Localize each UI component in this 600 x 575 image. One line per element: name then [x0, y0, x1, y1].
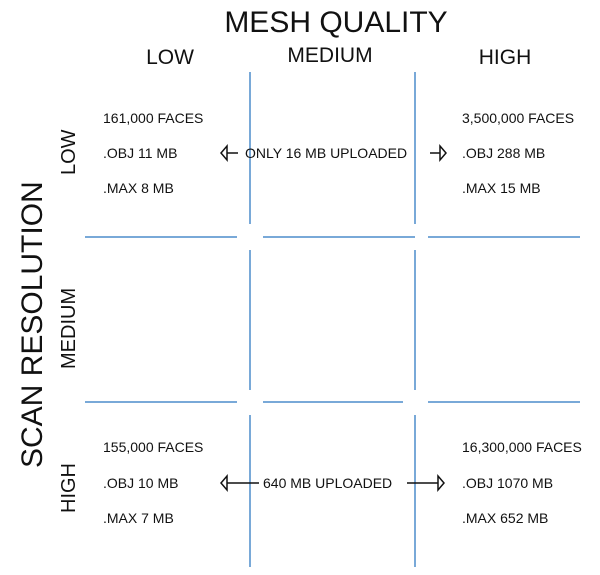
- grid-vline-2-top: [414, 72, 416, 224]
- grid-vline-2-mid: [414, 250, 416, 390]
- cell-low-high-faces: 3,500,000 FACES: [462, 110, 575, 126]
- cell-low-low-faces: 161,000 FACES: [103, 110, 204, 126]
- cell-high-high-faces: 16,300,000 FACES: [462, 439, 582, 455]
- arrow-right-icon: [430, 143, 447, 163]
- grid-vline-1-mid: [249, 250, 251, 390]
- cell-low-low-obj: .OBJ 11 MB: [103, 145, 178, 161]
- cell-high-high-obj: .OBJ 1070 MB: [462, 475, 554, 491]
- cell-high-low-faces: 155,000 FACES: [103, 439, 204, 455]
- cell-low-high-obj: .OBJ 288 MB: [462, 145, 546, 161]
- diagram-title: MESH QUALITY: [224, 6, 448, 39]
- grid-hline-1-right: [428, 236, 580, 238]
- grid-vline-1-bottom: [249, 415, 251, 567]
- arrow-right-long-icon: [407, 473, 445, 493]
- cell-low-high-max: .MAX 15 MB: [462, 180, 541, 196]
- grid-hline-2-right: [428, 401, 580, 403]
- arrow-left-icon: [220, 143, 238, 163]
- annotation-bottom: 640 MB UPLOADED: [263, 475, 393, 491]
- column-label-medium: MEDIUM: [287, 44, 373, 67]
- row-label-low: LOW: [58, 129, 80, 175]
- cell-low-low-max: .MAX 8 MB: [103, 180, 174, 196]
- grid-hline-1-left: [85, 236, 237, 238]
- grid-hline-2-mid: [263, 401, 403, 403]
- row-label-medium: MEDIUM: [58, 287, 80, 369]
- cell-high-low-obj: .OBJ 10 MB: [103, 475, 179, 491]
- annotation-top: ONLY 16 MB UPLOADED: [245, 145, 408, 161]
- grid-hline-1-mid: [263, 236, 415, 238]
- arrow-left-long-icon: [220, 473, 259, 493]
- cell-high-low-max: .MAX 7 MB: [103, 510, 174, 526]
- cell-high-high-max: .MAX 652 MB: [462, 510, 549, 526]
- grid-vline-1-top: [249, 72, 251, 224]
- row-label-high: HIGH: [58, 463, 80, 513]
- grid-vline-2-bottom: [414, 415, 416, 567]
- y-axis-title: SCAN RESOLUTION: [16, 181, 49, 468]
- grid-hline-2-left: [85, 401, 237, 403]
- column-label-low: LOW: [146, 46, 194, 69]
- column-label-high: HIGH: [478, 46, 532, 69]
